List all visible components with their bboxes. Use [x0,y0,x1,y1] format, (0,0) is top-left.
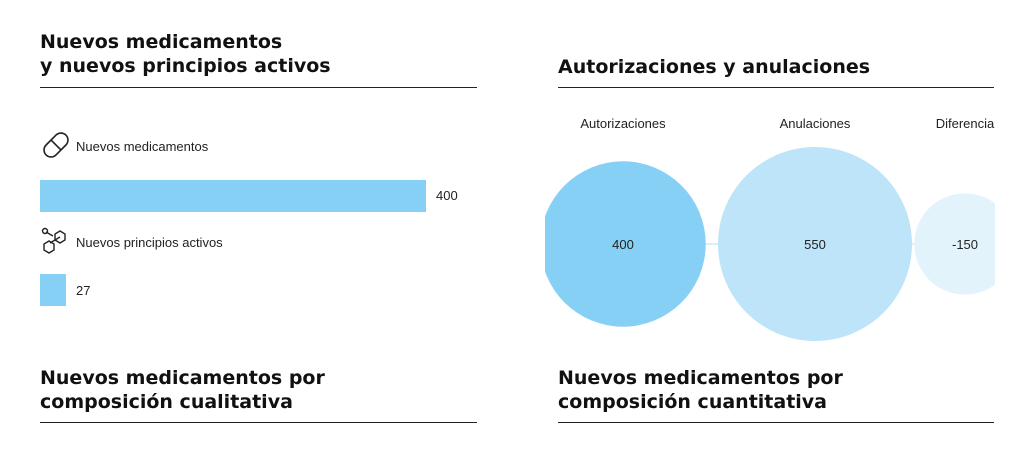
bubble-cancellations [718,147,912,341]
bar-new-active-ingredients [40,274,67,306]
bubble-value-cancellations: 550 [804,237,826,252]
bubble-label-authorizations: Autorizaciones [580,116,666,131]
panel-title-line2: composición cuantitativa [558,391,827,413]
panel-authorizations: Autorizaciones y anulaciones [558,55,994,79]
panel-title-line1: Nuevos medicamentos [40,31,283,53]
panel-quantitative: Nuevos medicamentos por composición cuan… [558,366,994,414]
bubble-value-difference: -150 [952,237,978,252]
panel-title-line2: y nuevos principios activos [40,55,331,77]
panel-qualitative: Nuevos medicamentos por composición cual… [40,366,477,414]
title-divider [40,87,477,88]
bubble-difference [914,193,995,295]
panel-title-line2: composición cualitativa [40,391,293,413]
bar-value-new-medicines: 400 [436,188,458,203]
bar-new-medicines [40,180,426,212]
bubble-label-difference: Diferencia [936,116,995,131]
molecule-icon [40,226,72,263]
panel-title-line1: Nuevos medicamentos por [558,367,843,389]
panel-title: Autorizaciones y anulaciones [558,56,871,78]
panel-new-medicines: Nuevos medicamentos y nuevos principios … [40,30,477,78]
panel-title-line1: Nuevos medicamentos por [40,367,325,389]
pill-icon [39,128,73,167]
bar-label-new-medicines: Nuevos medicamentos [76,139,209,154]
bar-value-new-active-ingredients: 27 [76,283,91,298]
bubble-authorizations [545,161,706,327]
bar-label-new-active-ingredients: Nuevos principios activos [76,235,223,250]
title-divider [558,422,994,423]
bubble-value-authorizations: 400 [612,237,634,252]
bubble-label-cancellations: Anulaciones [780,116,851,131]
title-divider [558,87,994,88]
title-divider [40,422,477,423]
bubble-chart: 400 Autorizaciones 550 Anulaciones -150 Difer… [545,116,995,341]
